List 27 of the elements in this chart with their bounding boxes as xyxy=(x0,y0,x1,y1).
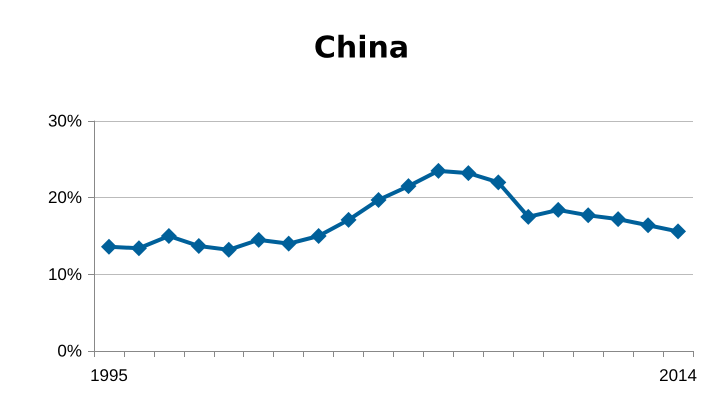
point xyxy=(250,232,267,248)
y-tick-label: 0% xyxy=(57,342,82,360)
point xyxy=(340,212,357,228)
point xyxy=(550,202,566,218)
point xyxy=(310,228,327,244)
point xyxy=(610,211,626,228)
point xyxy=(160,228,177,244)
point xyxy=(580,207,596,224)
y-tick-label: 20% xyxy=(48,188,82,208)
point xyxy=(130,240,147,256)
point xyxy=(490,174,506,190)
chart-title: China xyxy=(314,30,410,66)
point xyxy=(190,238,207,254)
point xyxy=(400,178,416,194)
x-tick-label: 2014 xyxy=(659,366,697,385)
point xyxy=(280,236,297,252)
point xyxy=(670,223,686,240)
point xyxy=(430,162,446,179)
point xyxy=(100,238,117,255)
point xyxy=(520,208,536,225)
point xyxy=(370,192,387,208)
point xyxy=(460,165,476,182)
point xyxy=(220,242,237,258)
x-tick-label: 1995 xyxy=(90,366,128,385)
point xyxy=(640,217,656,234)
y-tick-label: 30% xyxy=(48,112,82,130)
y-tick-label: 10% xyxy=(48,264,82,284)
